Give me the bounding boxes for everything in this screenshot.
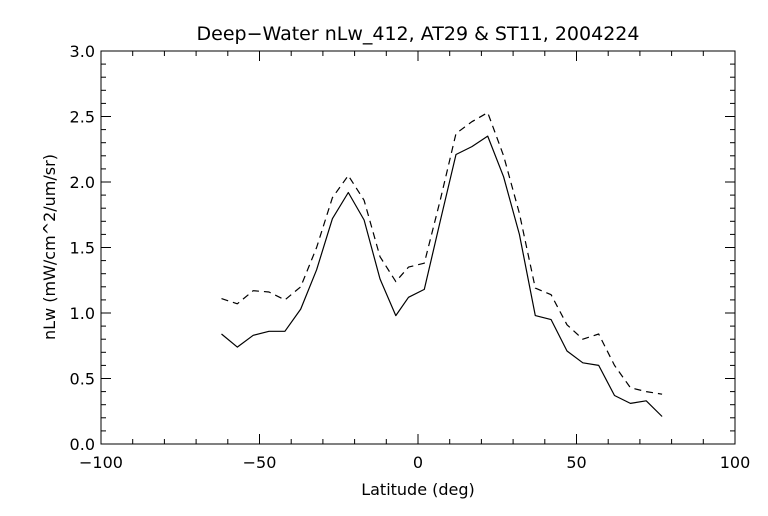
x-axis-label: Latitude (deg) bbox=[361, 480, 475, 499]
y-tick-label: 1.5 bbox=[70, 239, 95, 258]
y-tick-label: 0.0 bbox=[70, 435, 95, 454]
y-tick-label: 2.0 bbox=[70, 173, 95, 192]
y-tick-label: 2.5 bbox=[70, 108, 95, 127]
y-axis: 0.0 0.5 1.0 1.5 2.0 2.5 3.0 bbox=[70, 42, 735, 454]
series-layer bbox=[221, 111, 663, 417]
y-axis-label: nLw (mW/cm^2/um/sr) bbox=[40, 154, 59, 340]
x-tick-label: −50 bbox=[243, 453, 277, 472]
y-tick-label: 3.0 bbox=[70, 42, 95, 61]
plot-frame bbox=[100, 50, 736, 445]
y-tick-label: 1.0 bbox=[70, 304, 95, 323]
x-tick-label: 50 bbox=[566, 453, 586, 472]
x-axis: −100 −50 0 50 100 bbox=[79, 51, 750, 472]
x-tick-label: −100 bbox=[79, 453, 123, 472]
y-tick-label: 0.5 bbox=[70, 370, 95, 389]
solid-series-line bbox=[221, 135, 663, 417]
x-tick-label: 100 bbox=[720, 453, 751, 472]
chart-title: Deep−Water nLw_412, AT29 & ST11, 2004224 bbox=[197, 23, 640, 45]
dashed-series-line bbox=[221, 111, 663, 395]
x-tick-label: 0 bbox=[413, 453, 423, 472]
